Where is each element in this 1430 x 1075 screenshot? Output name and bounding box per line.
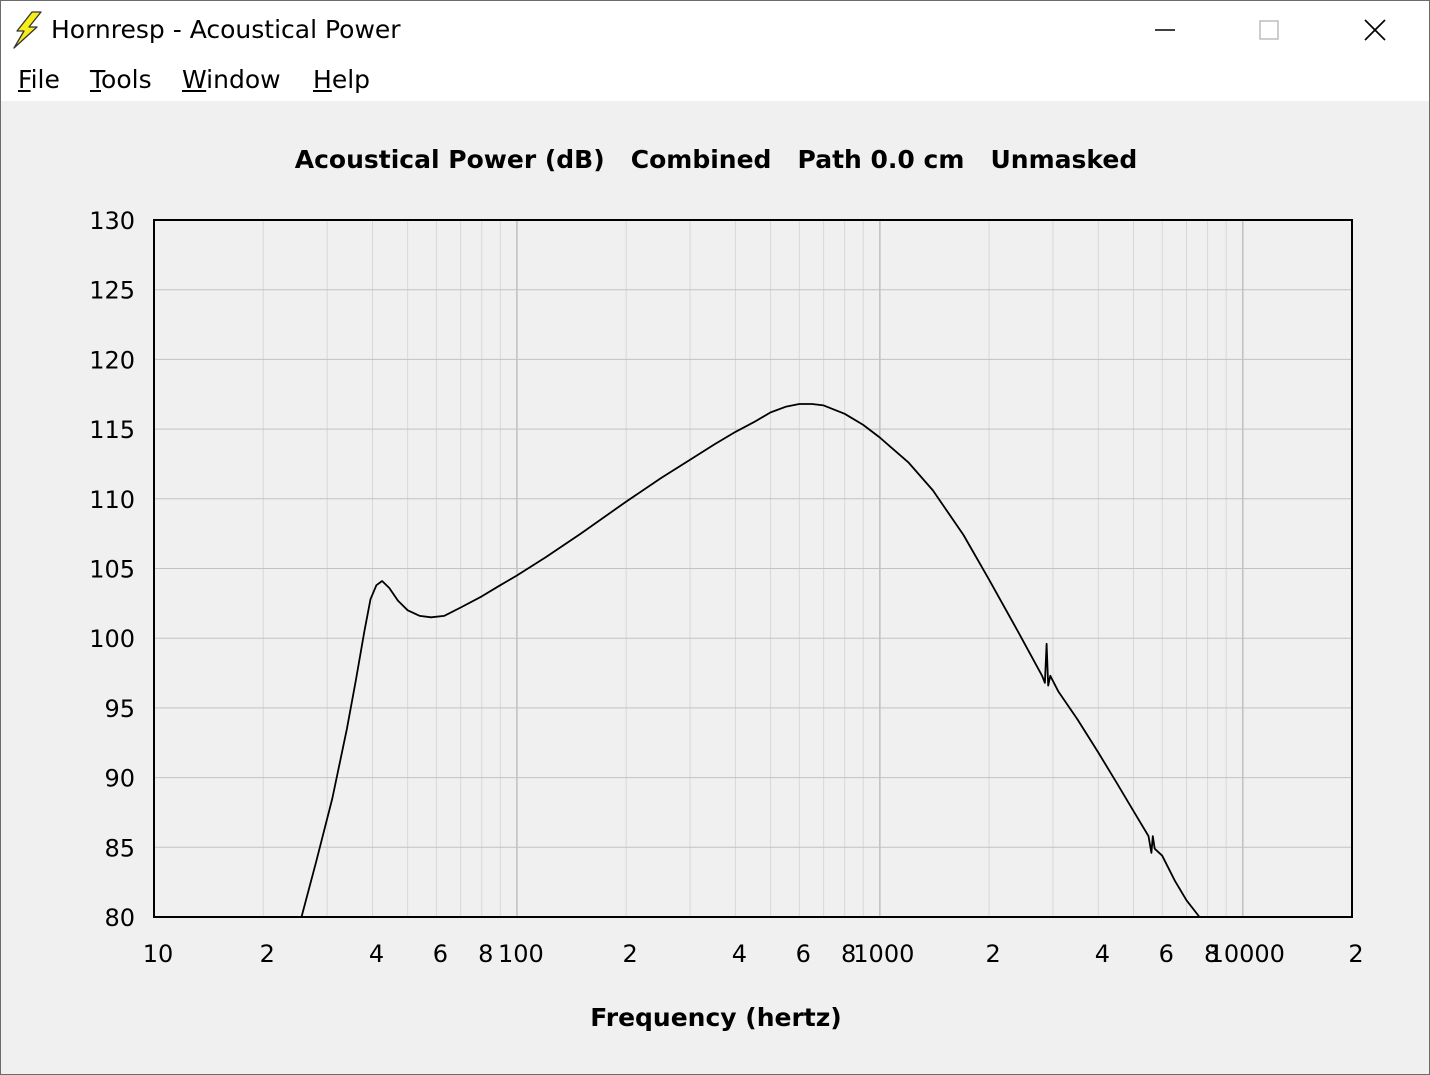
menu-file[interactable]: File xyxy=(18,65,60,94)
x-tick-label: 4 xyxy=(1095,940,1110,968)
menu-help[interactable]: Help xyxy=(313,65,370,94)
x-axis-label: Frequency (hertz) xyxy=(590,1003,842,1032)
menu-window-label: indow xyxy=(206,65,281,94)
plot-border xyxy=(153,219,1353,918)
minimize-icon xyxy=(1155,29,1175,31)
menu-tools-label: ools xyxy=(101,65,152,94)
x-tick-label: 8 xyxy=(841,940,856,968)
menu-window[interactable]: Window xyxy=(182,65,281,94)
x-tick-label: 2 xyxy=(1348,940,1363,968)
y-tick-label: 90 xyxy=(104,765,135,793)
menu-tools-accel: T xyxy=(90,65,102,94)
lightning-bolt-icon xyxy=(13,11,42,49)
x-tick-label: 10 xyxy=(143,940,174,968)
menu-window-accel: W xyxy=(182,65,207,94)
y-tick-label: 130 xyxy=(89,207,135,235)
y-tick-label: 80 xyxy=(104,904,135,932)
series-line xyxy=(300,403,1201,918)
y-tick-label: 85 xyxy=(104,834,135,862)
x-tick-label: 4 xyxy=(732,940,747,968)
x-tick-label: 4 xyxy=(369,940,384,968)
chart-title: Acoustical Power (dB) Combined Path 0.0 … xyxy=(294,145,1138,174)
menu-help-accel: H xyxy=(313,65,332,94)
x-tick-label: 6 xyxy=(433,940,448,968)
x-tick-label: 2 xyxy=(260,940,275,968)
maximize-button[interactable] xyxy=(1217,1,1321,59)
window-title: Hornresp - Acoustical Power xyxy=(51,15,401,44)
y-tick-label: 115 xyxy=(89,416,135,444)
x-tick-label: 2 xyxy=(985,940,1000,968)
x-tick-label: 8 xyxy=(478,940,493,968)
title-bar[interactable]: Hornresp - Acoustical Power xyxy=(1,1,1429,63)
y-tick-label: 110 xyxy=(89,486,135,514)
close-icon xyxy=(1364,19,1386,41)
y-tick-label: 105 xyxy=(89,556,135,584)
menu-bar: File Tools Window Help xyxy=(1,63,1429,101)
menu-file-label: ile xyxy=(30,65,60,94)
y-axis-ticks: 80 85 90 95 100 105 110 115 120 125 130 xyxy=(89,207,135,932)
x-tick-label: 1000 xyxy=(853,940,914,968)
x-tick-label: 2 xyxy=(623,940,638,968)
menu-help-label: elp xyxy=(331,65,371,94)
x-tick-label: 10000 xyxy=(1209,940,1285,968)
minimize-button[interactable] xyxy=(1113,1,1217,59)
x-tick-label: 8 xyxy=(1204,940,1219,968)
chart-panel: Acoustical Power (dB) Combined Path 0.0 … xyxy=(1,101,1429,1074)
grid xyxy=(153,219,1353,918)
x-tick-label: 100 xyxy=(498,940,544,968)
y-tick-label: 125 xyxy=(89,277,135,305)
series xyxy=(300,403,1201,918)
menu-tools[interactable]: Tools xyxy=(90,65,152,94)
maximize-icon xyxy=(1259,20,1279,40)
close-button[interactable] xyxy=(1323,1,1427,59)
y-tick-label: 120 xyxy=(89,346,135,374)
x-tick-label: 6 xyxy=(796,940,811,968)
menu-file-accel: F xyxy=(18,65,31,94)
x-tick-label: 6 xyxy=(1159,940,1174,968)
y-tick-label: 95 xyxy=(104,695,135,723)
y-tick-label: 100 xyxy=(89,625,135,653)
plot-frame xyxy=(153,219,1353,918)
